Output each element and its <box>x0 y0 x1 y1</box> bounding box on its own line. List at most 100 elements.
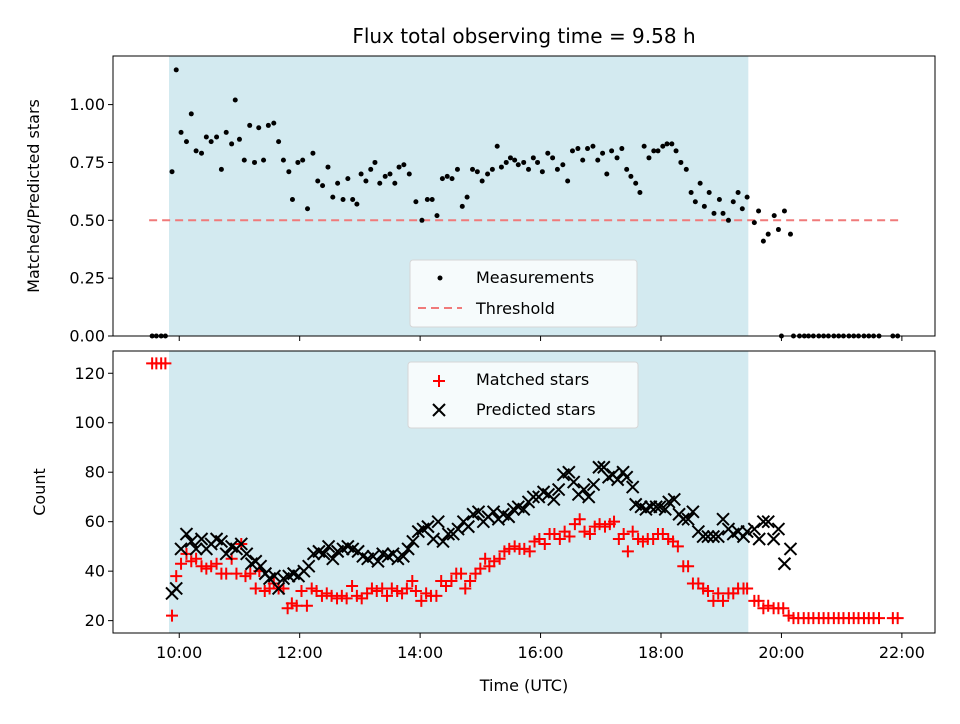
predicted-star-point <box>526 490 541 504</box>
measurement-point <box>354 201 360 207</box>
predicted-star-point <box>267 569 282 583</box>
predicted-star-point <box>436 534 450 549</box>
matched-star-point <box>406 575 419 588</box>
measurement-point <box>223 129 229 135</box>
matched-star-point <box>230 567 243 580</box>
matched-star-point <box>762 599 775 612</box>
measurement-point <box>720 210 726 216</box>
measurement-point <box>310 150 316 156</box>
measurement-point <box>252 159 258 165</box>
measurement-point <box>350 196 356 202</box>
top-legend-box <box>409 259 638 328</box>
predicted-star-point <box>219 547 233 561</box>
predicted-star-point <box>747 522 762 536</box>
measurement-point <box>401 162 407 168</box>
legend-predicted-marker <box>432 403 446 417</box>
matched-star-point <box>249 582 262 595</box>
measurement-point <box>406 171 412 177</box>
measurement-point <box>444 173 450 179</box>
measurement-point <box>449 176 455 182</box>
top-y-tick-label: 0.75 <box>69 153 105 172</box>
measurement-point <box>600 150 606 156</box>
bottom-y-tick-label: 40 <box>85 562 105 581</box>
measurement-point <box>683 166 689 172</box>
predicted-star-point <box>317 547 331 561</box>
measurement-point <box>178 129 184 135</box>
predicted-star-point <box>441 527 456 541</box>
matched-star-point <box>682 560 695 573</box>
measurement-point <box>377 180 383 186</box>
predicted-star-point <box>547 492 561 507</box>
measurement-point <box>325 164 331 170</box>
measurement-point <box>701 203 707 209</box>
measurement-point <box>787 231 793 237</box>
matched-star-point <box>701 584 714 597</box>
measurement-point <box>539 169 545 175</box>
matched-star-point <box>205 560 218 573</box>
matched-star-point <box>578 525 591 538</box>
top-y-tick-label: 0.50 <box>69 211 105 230</box>
measurement-point <box>193 148 199 154</box>
predicted-star-point <box>421 519 435 534</box>
measurement-point <box>619 146 625 152</box>
measurement-point <box>628 173 634 179</box>
bottom-y-axis-label: Count <box>30 468 49 516</box>
measurement-point <box>340 196 346 202</box>
measurement-point <box>183 139 189 145</box>
predicted-points <box>165 460 798 601</box>
measurement-point <box>413 199 419 205</box>
measurement-point <box>735 190 741 196</box>
matched-star-point <box>608 515 621 528</box>
measurement-point <box>199 150 205 156</box>
measurement-point <box>474 169 480 175</box>
matched-star-point <box>370 584 383 597</box>
top-x-ticks <box>178 336 903 341</box>
measurement-point <box>241 157 247 163</box>
measurement-point <box>494 143 500 149</box>
measurement-point <box>535 159 541 165</box>
matched-star-point <box>752 594 765 607</box>
matched-star-point <box>741 582 754 595</box>
predicted-star-point <box>676 512 690 526</box>
measurement-point <box>392 180 398 186</box>
measurement-point <box>633 180 639 186</box>
measurement-point <box>660 143 666 149</box>
predicted-star-point <box>396 549 410 564</box>
bottom-panel: 20 40 60 80 100 120 10:00 12:00 14:00 16:00 18:00… <box>30 350 936 695</box>
bottom-y-tick-label: 100 <box>74 413 105 432</box>
matched-star-point <box>553 533 566 545</box>
predicted-star-point <box>586 477 601 492</box>
measurement-point <box>716 196 722 202</box>
predicted-star-point <box>214 534 229 549</box>
bottom-y-tick-label: 120 <box>74 364 105 383</box>
measurement-point <box>595 157 601 163</box>
measurement-point <box>604 171 610 177</box>
bottom-x-tick-label: 16:00 <box>518 643 564 662</box>
bottom-y-ticks: 20 40 60 80 100 120 <box>74 364 113 630</box>
matched-star-point <box>300 599 313 612</box>
matched-points <box>146 357 904 625</box>
measurement-point <box>507 155 513 161</box>
measurement-point <box>730 199 736 205</box>
predicted-star-point <box>426 532 441 546</box>
matched-star-point <box>409 584 422 597</box>
measurement-point <box>590 143 596 149</box>
top-y-ticks: 0.00 0.25 0.50 0.75 1.00 <box>69 95 113 346</box>
predicted-star-point <box>371 554 385 568</box>
measurement-point <box>169 169 175 175</box>
measurement-point <box>203 134 209 140</box>
measurement-point <box>775 227 781 233</box>
predicted-star-point <box>271 581 286 596</box>
predicted-star-point <box>321 539 336 554</box>
matched-star-point <box>538 537 551 550</box>
bottom-y-tick-label: 80 <box>85 463 105 482</box>
predicted-star-point <box>401 542 415 556</box>
matched-star-point <box>295 584 308 597</box>
matched-star-point <box>455 567 468 580</box>
measurement-point <box>725 217 731 223</box>
predicted-star-point <box>696 529 710 544</box>
predicted-star-point <box>766 532 781 546</box>
bottom-x-tick-label: 10:00 <box>156 643 202 662</box>
measurement-point <box>330 194 336 200</box>
